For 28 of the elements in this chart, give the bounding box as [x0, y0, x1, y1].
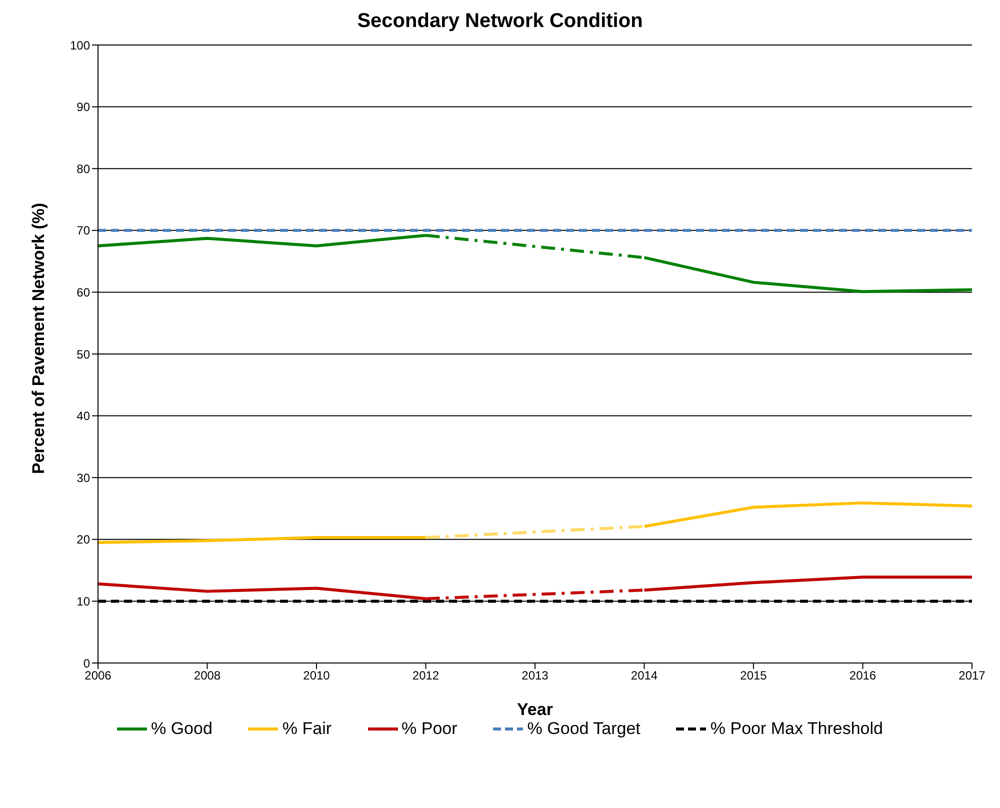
y-tick-label: 70 [76, 224, 90, 238]
y-tick-label: 30 [76, 470, 90, 485]
y-tick-label: 20 [76, 532, 90, 547]
legend-label: % Good [150, 719, 212, 739]
y-tick-label: 0 [83, 656, 90, 670]
y-tick-label: 100 [70, 38, 90, 52]
x-tick-label: 2013 [522, 668, 549, 683]
y-tick-label: 40 [76, 409, 90, 424]
chart-title: Secondary Network Condition [356, 10, 644, 33]
x-tick-label: 2017 [958, 668, 986, 683]
x-tick-label: 2016 [849, 668, 876, 683]
x-tick-label: 2014 [630, 668, 658, 683]
x-tick-label: 2010 [303, 668, 330, 683]
y-tick-label: 80 [76, 162, 90, 176]
x-tick-label: 2012 [412, 668, 440, 683]
y-tick-label: 90 [76, 100, 90, 114]
y-tick-label: 10 [76, 594, 90, 608]
x-axis-title: Year [517, 700, 554, 719]
legend-label: % Poor [402, 719, 458, 739]
x-tick-label: 2008 [194, 668, 221, 683]
legend-label: % Poor Max Threshold [710, 719, 883, 739]
x-tick-label: 2015 [740, 668, 768, 683]
legend-label: % Fair [282, 719, 332, 739]
y-tick-label: 50 [76, 347, 90, 362]
y-axis-title: Percent of Pavement Network (%) [29, 202, 48, 474]
x-tick-label: 2006 [84, 668, 112, 683]
y-tick-label: 60 [76, 285, 90, 300]
legend-label: % Good Target [527, 719, 640, 739]
